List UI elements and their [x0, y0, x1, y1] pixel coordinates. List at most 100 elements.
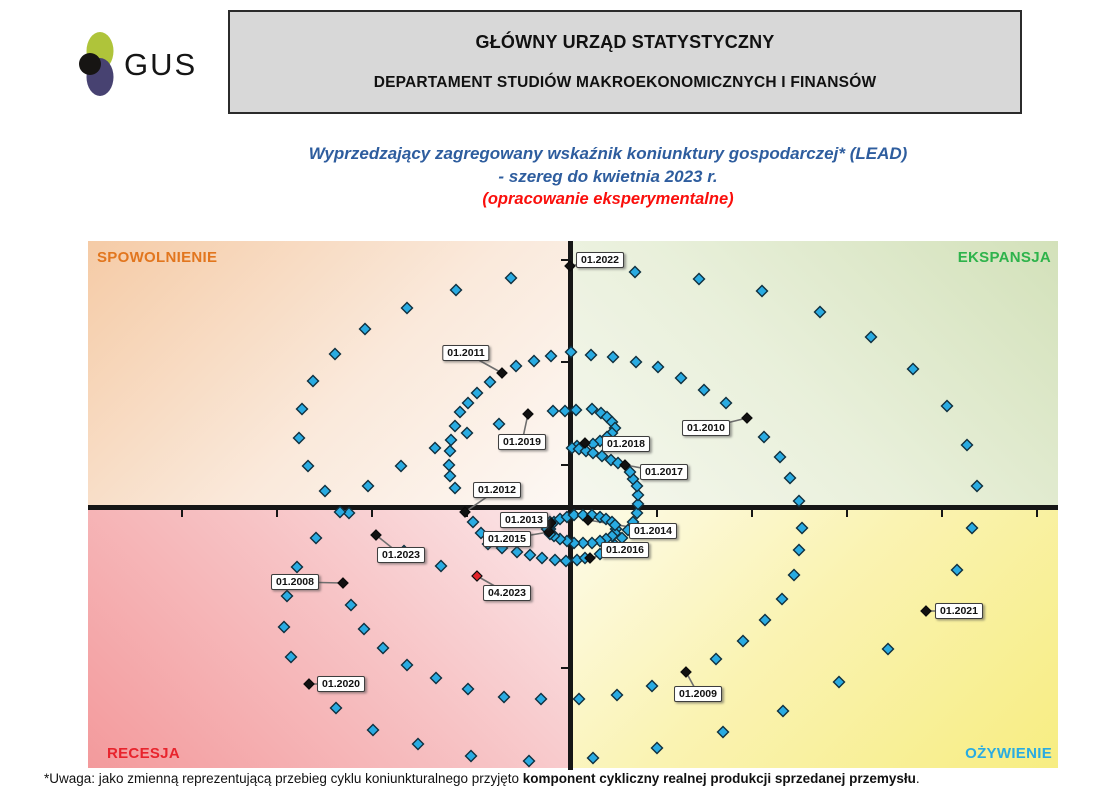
quadrant-label-ekspansja: EKSPANSJA: [957, 249, 1051, 266]
data-point: [864, 330, 878, 344]
labeled-point: [564, 260, 576, 272]
data-point: [448, 419, 462, 433]
data-point: [630, 506, 644, 520]
point-label-01.2021: 01.2021: [935, 603, 983, 619]
data-point: [470, 386, 484, 400]
data-point: [773, 450, 787, 464]
labeled-point: [496, 367, 508, 379]
data-point: [376, 641, 390, 655]
data-point: [544, 349, 558, 363]
data-point: [757, 430, 771, 444]
header-box: GŁÓWNY URZĄD STATYSTYCZNY DEPARTAMENT ST…: [228, 10, 1022, 114]
data-point: [461, 396, 475, 410]
data-point: [572, 692, 586, 706]
data-point: [443, 444, 457, 458]
chart-title-line1: Wyprzedzający zagregowany wskaźnik koniu…: [308, 144, 908, 163]
data-point: [483, 375, 497, 389]
data-point: [329, 701, 343, 715]
data-point: [301, 459, 315, 473]
data-point: [719, 396, 733, 410]
data-point: [585, 402, 599, 416]
point-label-01.2010: 01.2010: [682, 420, 730, 436]
footnote: *Uwaga: jako zmienną reprezentującą prze…: [44, 771, 920, 786]
labeled-point: [370, 529, 382, 541]
gus-logo: GUS: [76, 30, 216, 100]
labeled-point: [459, 506, 471, 518]
labeled-point: [680, 666, 692, 678]
data-point: [813, 305, 827, 319]
point-label-01.2019: 01.2019: [498, 434, 546, 450]
data-point: [567, 508, 581, 522]
data-point: [366, 723, 380, 737]
footnote-suffix: .: [915, 771, 920, 786]
point-label-01.2017: 01.2017: [640, 464, 688, 480]
data-point: [585, 536, 599, 550]
chart-title-line3: (opracowanie eksperymentalne): [482, 190, 734, 208]
data-point: [333, 505, 347, 519]
data-point: [361, 479, 375, 493]
quadrant-label-recesja: RECESJA: [107, 745, 180, 762]
data-point: [344, 598, 358, 612]
data-point: [970, 479, 984, 493]
data-point: [522, 754, 536, 768]
point-label-01.2009: 01.2009: [674, 686, 722, 702]
data-point: [650, 741, 664, 755]
point-label-01.2012: 01.2012: [473, 482, 521, 498]
point-label-01.2014: 01.2014: [629, 523, 677, 539]
data-point: [394, 459, 408, 473]
labeled-point: [619, 459, 631, 471]
data-point: [758, 613, 772, 627]
data-point: [628, 265, 642, 279]
gus-logo-text: GUS: [124, 47, 198, 82]
data-point: [775, 592, 789, 606]
gus-logo-icon: [79, 32, 114, 96]
data-point: [292, 431, 306, 445]
data-point: [776, 704, 790, 718]
point-label-01.2022: 01.2022: [576, 252, 624, 268]
data-point: [309, 531, 323, 545]
data-point: [697, 383, 711, 397]
data-point: [400, 658, 414, 672]
data-point: [535, 551, 549, 565]
data-point: [559, 554, 573, 568]
data-point: [576, 536, 590, 550]
highlighted-point: [471, 570, 483, 582]
data-point: [280, 589, 294, 603]
point-label-01.2013: 01.2013: [500, 512, 548, 528]
data-point: [832, 675, 846, 689]
data-point: [449, 283, 463, 297]
data-point: [411, 737, 425, 751]
data-point: [783, 471, 797, 485]
labeled-point: [579, 437, 591, 449]
data-point: [358, 322, 372, 336]
data-point: [629, 355, 643, 369]
data-point: [295, 402, 309, 416]
data-point: [564, 345, 578, 359]
point-label-04.2023: 04.2023: [483, 585, 531, 601]
chart-title-line2: - szereg do kwietnia 2023 r.: [498, 167, 718, 186]
data-point: [692, 272, 706, 286]
data-point: [586, 446, 600, 460]
data-point: [610, 688, 624, 702]
data-point: [429, 671, 443, 685]
data-point: [357, 622, 371, 636]
labeled-point: [543, 526, 555, 538]
quadrant-label-spowolnienie: SPOWOLNIENIE: [97, 249, 218, 266]
data-point: [510, 545, 524, 559]
point-label-01.2011: 01.2011: [442, 345, 490, 361]
data-point: [716, 725, 730, 739]
footnote-prefix: *Uwaga: jako zmienną reprezentującą prze…: [44, 771, 523, 786]
data-point: [787, 568, 801, 582]
data-point: [906, 362, 920, 376]
data-point: [504, 271, 518, 285]
labeled-point: [584, 552, 596, 564]
data-point: [623, 465, 637, 479]
labeled-point: [741, 412, 753, 424]
data-point: [400, 301, 414, 315]
data-point: [792, 543, 806, 557]
quadrant-ozywienie: OŻYWIENIE: [572, 509, 1058, 768]
data-point: [795, 521, 809, 535]
data-point: [290, 560, 304, 574]
org-name: GŁÓWNY URZĄD STATYSTYCZNY: [475, 32, 775, 53]
data-point: [453, 405, 467, 419]
